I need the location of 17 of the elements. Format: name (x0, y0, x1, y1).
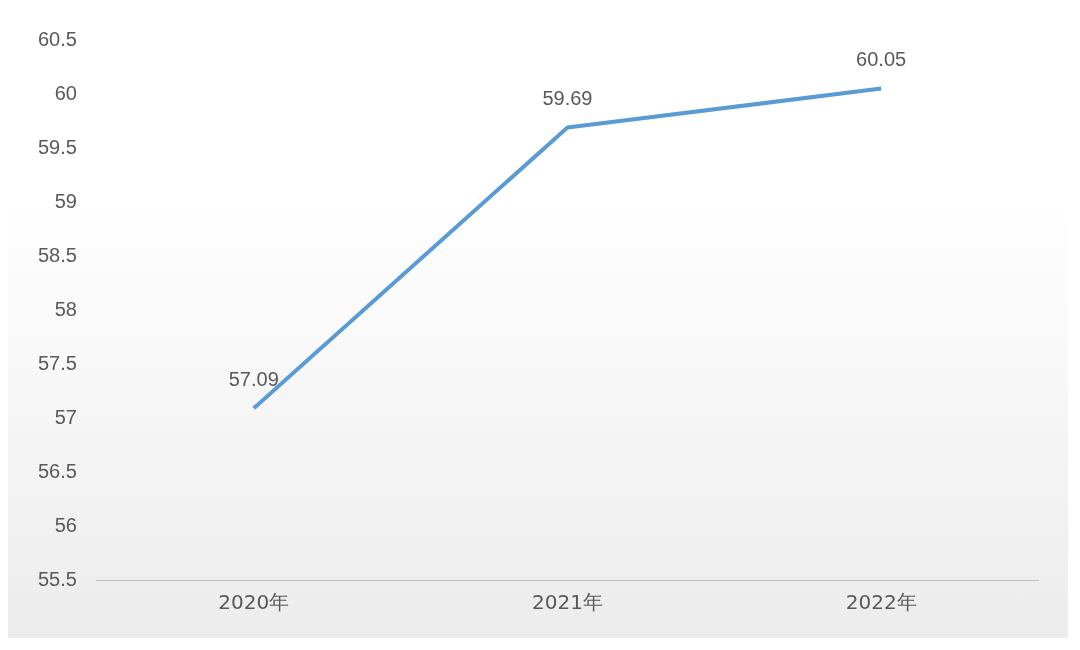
x-tick-label: 2020年 (218, 590, 290, 615)
y-tick-label: 56 (54, 513, 77, 536)
data-label: 60.05 (856, 48, 907, 71)
y-tick-label: 60 (54, 81, 77, 104)
data-label: 59.69 (542, 87, 593, 109)
y-tick-label: 57.5 (37, 351, 77, 374)
y-tick-label: 56.5 (37, 459, 77, 482)
y-tick-label: 60.5 (37, 27, 77, 50)
y-tick-label: 59 (54, 189, 77, 212)
data-label: 57.09 (228, 367, 279, 390)
y-tick-label: 57 (54, 405, 77, 428)
y-tick-label: 58 (54, 297, 77, 320)
y-tick-label: 59.5 (37, 135, 77, 158)
y-tick-label: 58.5 (37, 243, 77, 266)
y-tick-label: 55.5 (37, 567, 77, 590)
x-tick-label: 2021年 (532, 590, 603, 615)
x-tick-label: 2022年 (845, 590, 917, 615)
